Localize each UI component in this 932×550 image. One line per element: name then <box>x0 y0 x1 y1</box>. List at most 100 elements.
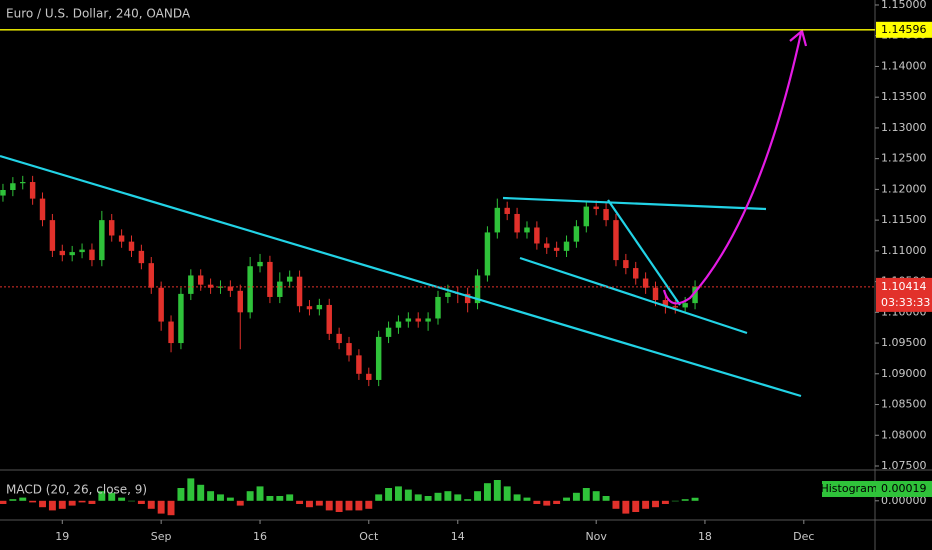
histogram-bar <box>58 500 66 509</box>
drawings <box>0 29 808 398</box>
candle-body <box>197 275 204 285</box>
x-tick-label: 16 <box>253 530 267 543</box>
histogram-bar <box>513 494 521 501</box>
candle-body <box>524 227 530 233</box>
candle-body <box>623 260 629 269</box>
y-tick-label: 1.13500 <box>881 90 927 103</box>
histogram-bar <box>454 494 462 501</box>
histogram-bar <box>167 500 175 516</box>
histogram-bar <box>483 483 491 501</box>
candle-body <box>395 321 402 328</box>
histogram-bar <box>691 497 699 501</box>
candle-body <box>306 306 313 310</box>
histogram-bar <box>671 500 679 502</box>
histogram-bar <box>543 500 551 506</box>
y-tick-label: 1.07500 <box>881 459 927 472</box>
candle-body <box>633 268 639 279</box>
histogram-bar <box>652 500 659 508</box>
candle-body <box>148 263 154 288</box>
candle-body <box>672 306 679 308</box>
histogram-bar <box>434 492 442 501</box>
marks <box>0 175 699 516</box>
candle-body <box>138 250 145 264</box>
histogram-bar <box>355 500 363 511</box>
histogram-bar <box>9 499 17 501</box>
histogram-bar <box>572 492 580 501</box>
histogram-bar <box>217 494 224 501</box>
candle-body <box>158 287 164 322</box>
y-tick-label: 1.08000 <box>881 428 927 441</box>
chart-title: Euro / U.S. Dollar, 240, OANDA <box>6 7 191 21</box>
y-tick-label: 1.09000 <box>881 367 927 380</box>
countdown: 03:33:33 <box>881 296 930 309</box>
candle-body <box>662 300 669 307</box>
histogram-bar <box>325 500 333 511</box>
candle-body <box>316 304 323 310</box>
candle-body <box>504 207 510 214</box>
candle-body <box>652 287 659 301</box>
candle-body <box>128 241 135 251</box>
histogram-bar <box>424 496 432 501</box>
last-price-label: 1.10414 <box>881 280 927 293</box>
histogram-bar <box>226 497 234 501</box>
candle-body <box>257 261 263 267</box>
price-label: 1.14596 <box>881 23 927 36</box>
candle-body <box>425 318 431 322</box>
candle-body <box>207 284 214 288</box>
histogram-bar <box>256 486 264 501</box>
candle-body <box>89 249 95 261</box>
y-tick-label: 1.11000 <box>881 244 927 257</box>
histogram-bar <box>394 486 402 501</box>
histogram-bar <box>29 500 37 503</box>
histogram-bar <box>493 480 501 501</box>
candle-body <box>593 206 599 210</box>
histogram-bar <box>533 500 541 504</box>
candle-body <box>583 206 590 227</box>
histogram-bar <box>345 500 353 511</box>
y-tick-label: 1.14000 <box>881 59 927 72</box>
candle-body <box>99 220 105 261</box>
candle-body <box>118 235 125 242</box>
histogram-bar <box>48 500 56 511</box>
histogram-bar <box>612 500 620 509</box>
x-tick-label: Nov <box>585 530 607 543</box>
y-tick-label: 1.13000 <box>881 121 927 134</box>
candle-body <box>445 292 451 297</box>
candle-body <box>534 227 540 244</box>
projection-curve <box>662 32 803 305</box>
histogram-bar <box>582 488 590 501</box>
candle-body <box>109 220 115 236</box>
candle-body <box>247 266 253 313</box>
candle-body <box>277 281 283 297</box>
histogram-bar <box>128 500 135 502</box>
y-tick-label: 1.12500 <box>881 152 927 165</box>
histogram-bar <box>622 500 630 514</box>
histogram-bar <box>147 500 155 509</box>
histogram-bar <box>503 486 511 501</box>
histogram-bar <box>563 497 570 501</box>
histogram-bar <box>315 500 323 506</box>
x-tick-label: 14 <box>451 530 465 543</box>
histogram-bar <box>553 500 561 504</box>
histogram-bar <box>187 478 195 501</box>
candle-body <box>692 286 698 304</box>
histogram-bar <box>0 500 7 504</box>
candle-body <box>346 343 352 356</box>
y-tick-label: 1.09500 <box>881 336 927 349</box>
histogram-bar <box>68 500 76 506</box>
candle-body <box>603 209 609 221</box>
histogram-bar <box>88 500 96 504</box>
candle-body <box>642 278 649 288</box>
y-tick-label: 1.11500 <box>881 213 927 226</box>
histogram-bar <box>19 497 27 501</box>
x-tick-label: Sep <box>151 530 172 543</box>
histogram-bar <box>236 500 244 506</box>
candle-body <box>613 220 619 261</box>
histogram-bar <box>464 499 472 501</box>
candle-body <box>336 333 342 344</box>
histogram-bar <box>137 500 145 504</box>
last-price-box <box>876 277 932 312</box>
